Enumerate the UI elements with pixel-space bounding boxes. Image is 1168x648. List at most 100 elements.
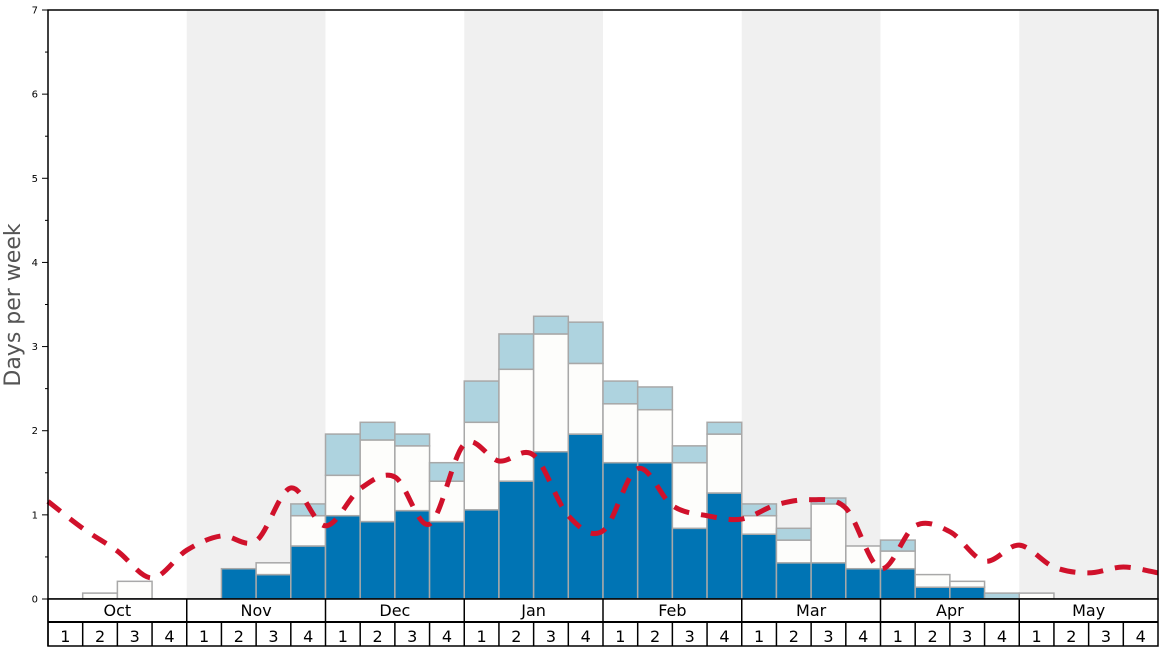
- week-label: 2: [511, 627, 521, 646]
- bar-dark-week-21: [741, 533, 778, 600]
- y-tick-label: 6: [32, 90, 38, 101]
- week-label: 2: [789, 627, 799, 646]
- y-axis-label: Days per week: [1, 223, 26, 386]
- week-label: 1: [60, 627, 70, 646]
- month-label-nov: Nov: [241, 601, 272, 620]
- month-backgrounds: [186, 10, 1158, 599]
- bar-dark-week-18: [636, 461, 674, 600]
- week-label: 2: [234, 627, 244, 646]
- bar-white-week-14: [498, 368, 535, 482]
- week-label: 4: [303, 627, 313, 646]
- week-label: 4: [442, 627, 452, 646]
- bar-light-week-20: [706, 421, 743, 435]
- bar-dark-week-24: [845, 567, 882, 600]
- week-label: 3: [823, 627, 833, 646]
- bar-white-week-24: [845, 545, 882, 570]
- bar-white-week-16: [567, 362, 604, 435]
- y-tick-label: 2: [32, 426, 38, 437]
- week-label: 4: [858, 627, 868, 646]
- bar-dark-week-15: [532, 451, 570, 600]
- month-label-apr: Apr: [936, 601, 964, 620]
- week-label: 3: [268, 627, 278, 646]
- bar-dark-week-6: [220, 567, 257, 600]
- week-label: 1: [338, 627, 348, 646]
- bar-light-week-11: [394, 433, 431, 447]
- week-label: 3: [130, 627, 140, 646]
- week-label: 3: [962, 627, 972, 646]
- bar-light-week-22: [775, 527, 812, 541]
- bar-light-week-28: [983, 592, 1020, 600]
- week-label: 1: [477, 627, 487, 646]
- bar-light-week-10: [359, 421, 396, 441]
- bar-white-week-7: [255, 562, 292, 576]
- bar-light-week-9: [324, 433, 361, 477]
- y-tick-label: 3: [32, 342, 38, 353]
- month-label-mar: Mar: [796, 601, 827, 620]
- bar-dark-week-19: [671, 527, 708, 600]
- bar-white-week-2: [81, 592, 119, 600]
- month-label-oct: Oct: [104, 601, 132, 620]
- bar-white-week-26: [914, 573, 951, 588]
- bar-dark-week-25: [879, 567, 916, 600]
- week-label: 2: [95, 627, 105, 646]
- bar-white-week-22: [775, 539, 812, 564]
- y-tick-label: 7: [32, 6, 38, 17]
- bar-light-week-16: [567, 321, 604, 365]
- bar-white-week-23: [810, 503, 847, 564]
- bar-dark-week-22: [775, 562, 812, 600]
- bar-white-week-19: [671, 461, 708, 530]
- week-label: 4: [164, 627, 174, 646]
- axes: 0 1 2 3 4 5 6 7 Oct 1 2 3 4 Nov 1 2 3 4 Dec 1 2 3 4 Jan 1 2 3 4 Feb 1…: [32, 6, 1159, 647]
- bar-dark-week-7: [255, 573, 292, 600]
- bar-light-week-25: [879, 539, 916, 552]
- bar-dark-week-14: [498, 480, 535, 600]
- bar-light-week-19: [671, 445, 708, 464]
- bar-dark-week-12: [428, 520, 465, 600]
- bar-white-week-8: [290, 514, 327, 547]
- bar-light-week-17: [602, 380, 639, 405]
- bar-dark-week-13: [463, 509, 500, 600]
- week-label: 2: [650, 627, 660, 646]
- bar-white-week-20: [706, 433, 743, 494]
- bar-dark-week-10: [359, 520, 396, 600]
- month-label-dec: Dec: [379, 601, 410, 620]
- bar-dark-week-26: [914, 586, 951, 600]
- bar-white-week-10: [359, 439, 396, 523]
- bar-white-week-29: [1018, 592, 1055, 600]
- bar-white-week-3: [116, 580, 153, 600]
- week-label: 3: [407, 627, 417, 646]
- bar-white-week-18: [636, 408, 674, 464]
- bar-white-week-15: [532, 333, 570, 453]
- bar-light-week-14: [498, 333, 535, 371]
- bar-white-week-13: [463, 421, 500, 511]
- week-label: 4: [581, 627, 591, 646]
- bar-white-week-27: [949, 580, 986, 588]
- week-label: 4: [719, 627, 729, 646]
- average-line-path: [46, 439, 1159, 581]
- bar-light-week-18: [636, 386, 674, 411]
- month-shade-nov: [186, 10, 326, 599]
- bar-dark-week-17: [602, 461, 639, 600]
- week-label: 1: [893, 627, 903, 646]
- week-label: 2: [927, 627, 937, 646]
- bar-white-week-17: [602, 403, 639, 464]
- bar-dark-week-20: [706, 492, 743, 600]
- y-tick-label: 5: [32, 174, 38, 185]
- bar-light-week-13: [463, 380, 500, 424]
- month-shade-may: [1019, 10, 1158, 599]
- bar-dark-week-27: [949, 586, 986, 600]
- y-tick-label: 1: [32, 510, 38, 521]
- week-label: 1: [615, 627, 625, 646]
- week-label: 4: [1136, 627, 1146, 646]
- week-label: 3: [546, 627, 556, 646]
- week-label: 1: [754, 627, 764, 646]
- bar-light-week-15: [532, 315, 570, 335]
- month-label-jan: Jan: [520, 601, 546, 620]
- week-label: 3: [1101, 627, 1111, 646]
- average-line: [46, 439, 1159, 581]
- week-label: 1: [1032, 627, 1042, 646]
- bar-white-week-9: [324, 474, 361, 517]
- bar-dark-week-8: [290, 545, 327, 600]
- bar-white-week-12: [428, 480, 465, 523]
